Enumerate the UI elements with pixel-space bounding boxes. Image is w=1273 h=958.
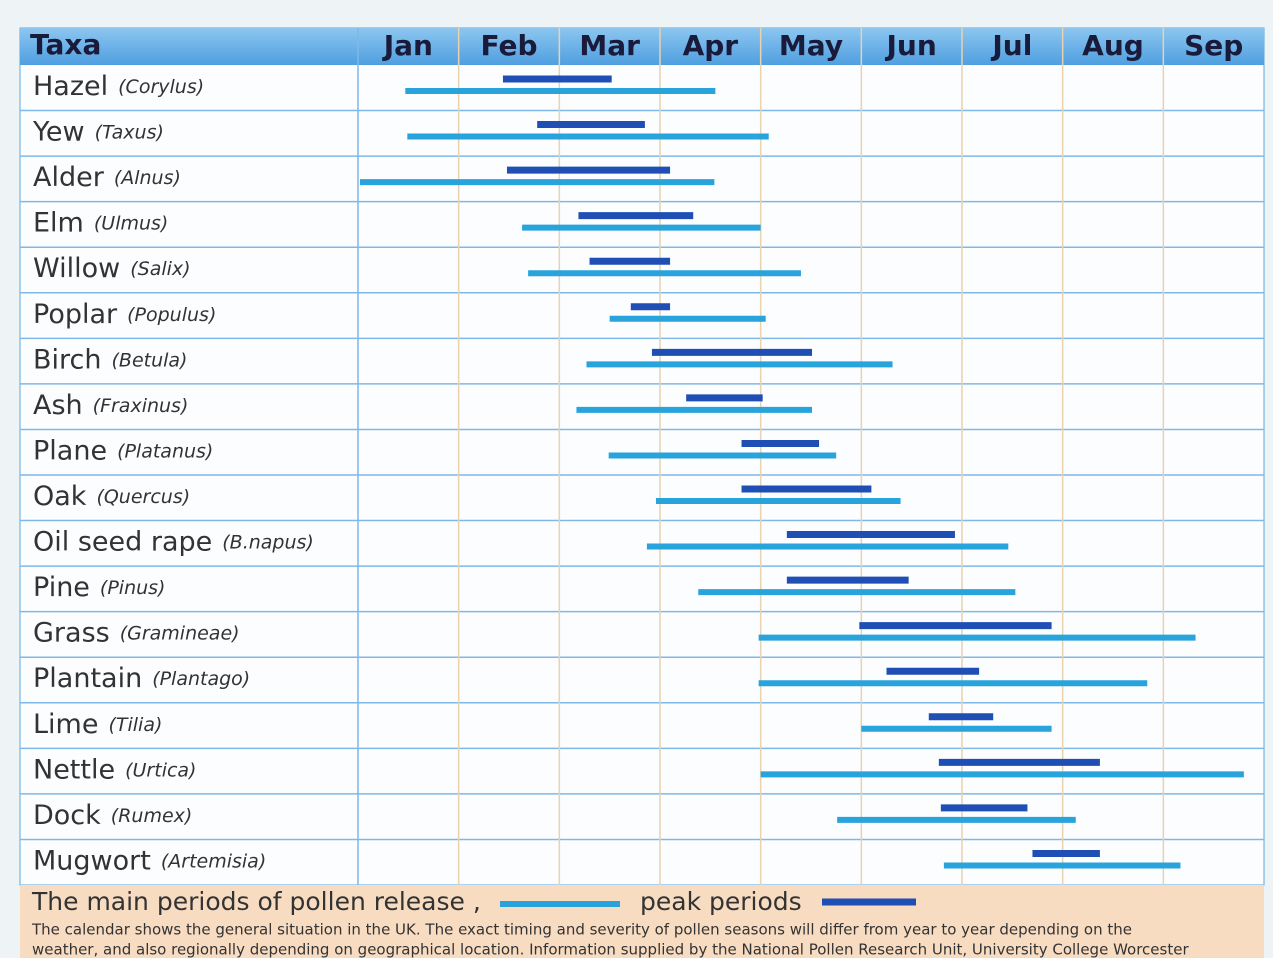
taxon-latin: (Pinus) — [100, 577, 166, 599]
taxon-label: Ash (Fraxinus) — [33, 389, 188, 420]
month-label: Jun — [885, 29, 937, 62]
taxon-name: Dock — [33, 799, 101, 830]
taxon-latin: (Salix) — [130, 258, 190, 280]
taxon-latin: (Betula) — [112, 349, 188, 371]
taxon-label: Elm (Ulmus) — [33, 207, 168, 238]
month-label: Aug — [1082, 29, 1144, 62]
taxon-latin: (Plantago) — [152, 668, 250, 690]
taxon-name: Alder — [33, 162, 105, 193]
taxon-name: Nettle — [33, 754, 115, 785]
taxon-label: Yew (Taxus) — [32, 116, 164, 147]
taxon-latin: (Urtica) — [125, 759, 196, 781]
footnote: weather, and also regionally depending o… — [32, 941, 1189, 958]
taxon-label: Dock (Rumex) — [33, 799, 192, 830]
month-label: Sep — [1184, 29, 1243, 62]
taxon-latin: (Corylus) — [118, 76, 204, 98]
footnote: The calendar shows the general situation… — [31, 921, 1132, 939]
taxon-latin: (Tilia) — [108, 713, 162, 735]
taxon-name: Lime — [33, 708, 98, 739]
taxon-label: Poplar (Populus) — [33, 298, 216, 329]
taxon-label: Nettle (Urtica) — [33, 754, 196, 785]
taxon-name: Plane — [33, 435, 107, 466]
taxon-label: Alder (Alnus) — [33, 162, 181, 193]
taxon-label: Pine (Pinus) — [33, 572, 165, 603]
month-label: Jan — [382, 29, 433, 62]
taxon-name: Ash — [33, 389, 83, 420]
taxon-label: Oil seed rape (B.napus) — [33, 526, 314, 557]
taxon-latin: (Gramineae) — [120, 622, 240, 644]
taxon-name: Poplar — [33, 298, 118, 329]
month-label: Apr — [683, 29, 739, 62]
taxon-label: Birch (Betula) — [33, 344, 187, 375]
footer — [20, 885, 1264, 958]
taxon-name: Birch — [33, 344, 102, 375]
taxon-label: Mugwort (Artemisia) — [33, 845, 266, 876]
taxon-name: Elm — [33, 207, 84, 238]
legend-peak: peak periods — [640, 887, 802, 916]
taxon-name: Willow — [33, 253, 120, 284]
taxon-latin: (Ulmus) — [94, 212, 168, 234]
taxon-label: Grass (Gramineae) — [33, 617, 240, 648]
header-row — [20, 28, 1264, 65]
taxon-label: Lime (Tilia) — [33, 708, 162, 739]
taxon-label: Plantain (Plantago) — [33, 663, 250, 694]
month-label: Jul — [990, 29, 1032, 62]
taxon-label: Oak (Quercus) — [33, 481, 190, 512]
taxon-latin: (Populus) — [127, 303, 216, 325]
taxon-name: Pine — [33, 572, 90, 603]
taxon-label: Willow (Salix) — [33, 253, 191, 284]
taxon-name: Yew — [32, 116, 85, 147]
taxon-latin: (Taxus) — [95, 121, 164, 143]
taxon-name: Grass — [33, 617, 110, 648]
taxon-name: Oak — [33, 481, 87, 512]
taxon-label: Hazel (Corylus) — [33, 71, 204, 102]
taxon-name: Mugwort — [33, 845, 151, 876]
taxon-latin: (Alnus) — [114, 167, 181, 189]
header-label: Taxa — [30, 28, 101, 61]
taxon-name: Hazel — [33, 71, 108, 102]
month-label: Mar — [579, 29, 640, 62]
month-label: May — [779, 29, 843, 62]
taxon-latin: (Artemisia) — [161, 850, 266, 872]
taxon-name: Plantain — [33, 663, 142, 694]
taxon-latin: (Rumex) — [111, 804, 193, 826]
taxon-name: Oil seed rape — [33, 526, 212, 557]
legend-main: The main periods of pollen release , — [31, 887, 481, 916]
taxon-latin: (B.napus) — [222, 531, 314, 553]
taxon-latin: (Quercus) — [96, 486, 190, 508]
taxon-latin: (Fraxinus) — [93, 394, 189, 416]
month-label: Feb — [480, 29, 537, 62]
taxon-latin: (Platanus) — [117, 440, 213, 462]
taxon-label: Plane (Platanus) — [33, 435, 213, 466]
